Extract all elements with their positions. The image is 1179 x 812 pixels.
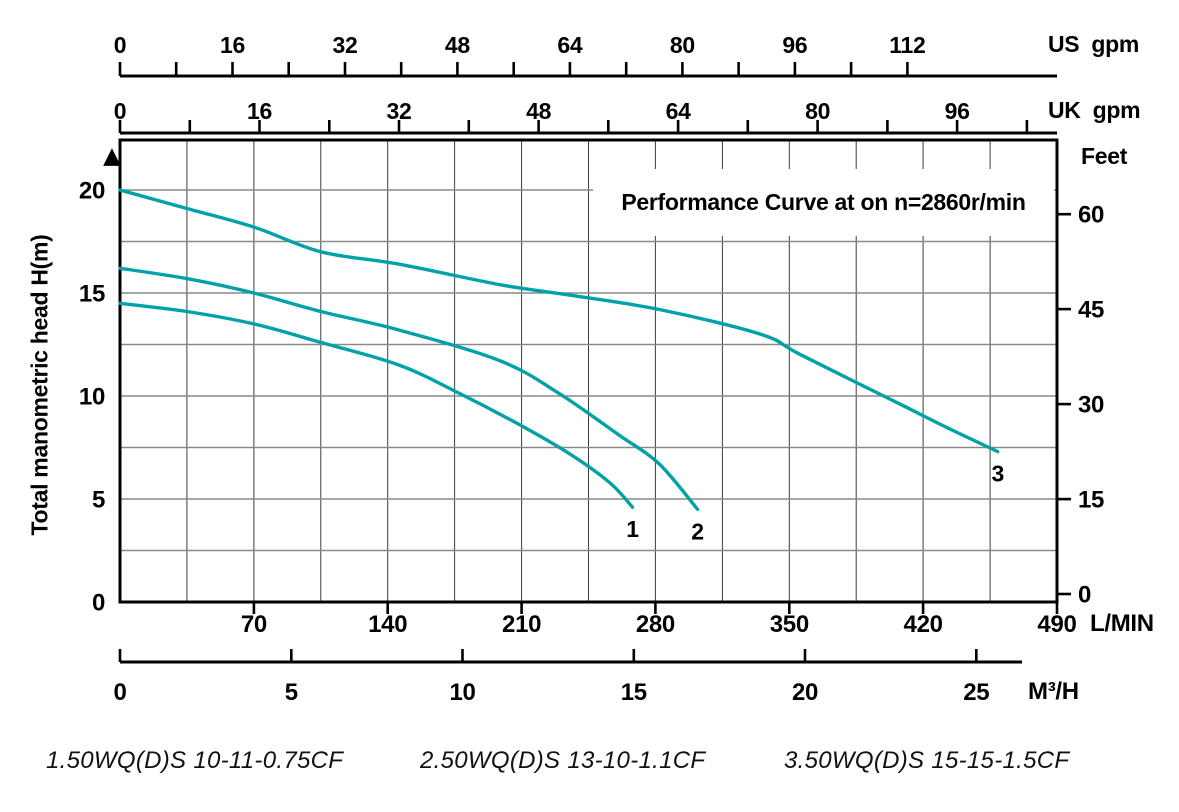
curve-number-label-2: 2 (691, 518, 704, 544)
lmin-axis-unit-label: L/MIN (1090, 610, 1154, 637)
tick-label: 20 (792, 679, 818, 706)
tick-label: 15 (621, 679, 647, 706)
tick-label: 15 (1078, 487, 1104, 514)
legend-item-1: 1.50WQ(D)S 10-11-0.75CF (46, 747, 344, 774)
curve-2 (118, 266, 700, 511)
series-curve-2: 2 (118, 266, 704, 544)
y-axis-title: Total manometric head H(m) (26, 234, 53, 536)
tick-label: 10 (79, 384, 105, 411)
tick-label: 112 (889, 32, 925, 58)
m3h-axis-unit-label: M³/H (1028, 678, 1079, 705)
tick-label: 16 (247, 98, 272, 124)
m3h-axis: 0 5 10 15 20 25 (113, 649, 1022, 706)
tick-label: 32 (387, 98, 412, 124)
tick-label: 60 (1078, 202, 1104, 229)
tick-label: 16 (220, 32, 245, 58)
tick-label: 15 (79, 281, 105, 308)
uk-region-label: UK (1048, 97, 1081, 123)
tick-label: 350 (770, 611, 809, 638)
legend-item-2: 2.50WQ(D)S 13-10-1.1CF (420, 747, 706, 774)
plot-border (118, 138, 1059, 604)
chart-title: Performance Curve at on n=2860r/min (593, 169, 1054, 236)
head-axis: 0 5 10 15 20 (79, 178, 105, 617)
lmin-axis: 70 140 210 280 350 420 490 (241, 602, 1077, 638)
tick-label: 5 (92, 487, 105, 514)
tick-label: 45 (1078, 297, 1104, 324)
tick-label: 32 (333, 32, 358, 58)
tick-label: 490 (1037, 611, 1076, 638)
us-unit-label: gpm (1091, 31, 1140, 57)
feet-axis: 0 15 30 45 60 (1057, 202, 1104, 609)
tick-label: 30 (1078, 392, 1104, 419)
tick-label: 0 (1078, 582, 1091, 609)
tick-label: 280 (636, 611, 675, 638)
curve-3 (118, 188, 1000, 454)
uk-unit-label: gpm (1092, 97, 1141, 123)
uk-gpm-axis-unit-label: UK gpm (1048, 97, 1141, 124)
tick-label: 96 (945, 98, 970, 124)
curve-number-label-1: 1 (626, 516, 639, 542)
tick-label: 80 (670, 32, 695, 58)
tick-label: 140 (368, 611, 407, 638)
tick-label: 0 (114, 32, 127, 58)
curve-number-label-3: 3 (991, 461, 1004, 487)
tick-label: 0 (113, 679, 126, 706)
uk-gpm-axis: 0 16 32 48 64 80 96 (114, 98, 1057, 135)
tick-label: 25 (963, 679, 989, 706)
us-gpm-axis-unit-label: US gpm (1048, 31, 1139, 58)
tick-label: 210 (502, 611, 541, 638)
series-curve-3: 3 (118, 188, 1004, 487)
tick-label: 420 (904, 611, 943, 638)
us-region-label: US (1048, 31, 1080, 57)
series-curve-1: 1 (118, 301, 640, 542)
tick-label: 70 (241, 611, 267, 638)
us-gpm-axis: 0 16 32 48 64 80 96 112 (114, 32, 1057, 78)
tick-label: 80 (805, 98, 830, 124)
feet-axis-unit-label: Feet (1081, 143, 1128, 169)
legend-item-3: 3.50WQ(D)S 15-15-1.5CF (784, 747, 1070, 774)
tick-label: 0 (114, 98, 127, 124)
tick-label: 0 (92, 590, 105, 617)
up-triangle-icon: ▲ (103, 143, 121, 169)
tick-label: 64 (666, 98, 691, 124)
tick-label: 48 (526, 98, 551, 124)
tick-label: 5 (285, 679, 298, 706)
tick-label: 64 (557, 32, 582, 58)
tick-label: 10 (449, 679, 475, 706)
tick-label: 48 (445, 32, 470, 58)
tick-label: 20 (79, 178, 105, 205)
curve-1 (118, 301, 635, 509)
tick-label: 96 (782, 32, 807, 58)
